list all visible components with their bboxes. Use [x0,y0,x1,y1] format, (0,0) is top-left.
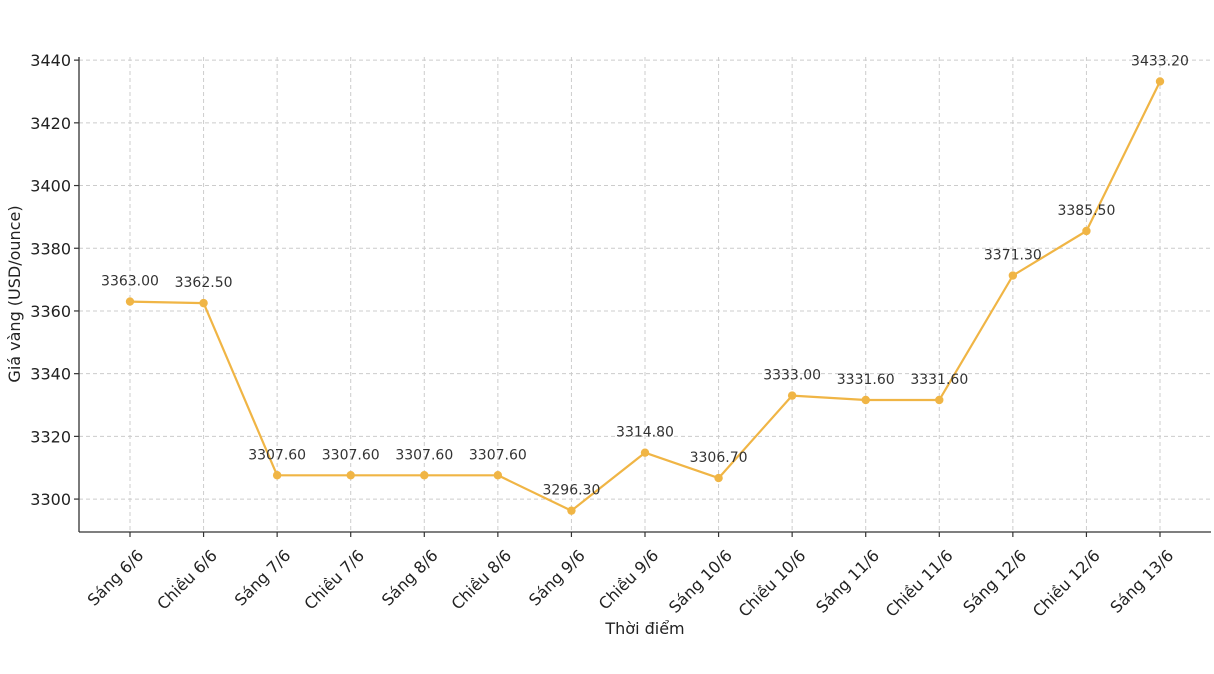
data-point [1155,77,1165,86]
data-point [1082,226,1091,236]
data-label: 3307.60 [248,447,306,463]
x-tick-label: Chiều 6/6 [153,546,221,614]
x-tick-label: Sáng 9/6 [525,546,589,610]
x-axis-title: Thời điểm [604,619,684,638]
y-tick-label: 3440 [30,51,71,70]
data-label: 3331.60 [837,372,895,388]
data-label: 3307.60 [469,447,527,463]
data-point [125,297,135,306]
data-label: 3363.00 [101,274,159,290]
x-tick-label: Chiều 9/6 [595,546,663,614]
x-tick-label: Chiều 12/6 [1029,546,1104,621]
y-tick-label: 3300 [30,490,71,509]
y-axis-title: Giá vàng (USD/ounce) [5,205,24,382]
x-tick-label: Sáng 7/6 [231,546,295,610]
data-point [714,473,723,483]
x-tick-label: Chiều 8/6 [448,546,516,614]
data-point [493,471,503,480]
data-point [272,471,282,480]
x-tick-label: Chiều 11/6 [882,546,957,621]
data-labels: 3363.00 3362.50 3307.60 3307.60 3307.60 3307.… [101,53,1189,498]
data-point [420,471,429,480]
data-point [935,395,944,405]
x-tick-label: Sáng 10/6 [665,546,736,617]
data-label: 3371.30 [984,248,1042,264]
y-tick-label: 3340 [30,365,71,384]
data-point [346,471,355,480]
x-tick-label: Sáng 8/6 [378,546,442,610]
y-ticks: 3300 3320 3340 3360 3380 3400 3420 3440 [30,51,79,509]
series [125,77,1165,515]
x-tick-label: Sáng 6/6 [84,546,148,610]
data-label: 3385.50 [1057,203,1115,219]
x-ticks: Sáng 6/6 Chiều 6/6 Sáng 7/6 Chiều 7/6 Sáng 8… [84,532,1177,621]
data-label: 3307.60 [322,447,380,463]
data-label: 3331.60 [910,372,968,388]
y-tick-label: 3320 [30,427,71,446]
y-tick-label: 3400 [30,177,71,196]
y-tick-label: 3380 [30,239,71,258]
data-label: 3307.60 [395,447,453,463]
data-label: 3362.50 [175,275,233,291]
data-point [1008,271,1018,280]
x-tick-label: Sáng 12/6 [959,546,1030,617]
data-point [199,298,208,308]
data-point [567,506,576,515]
data-label: 3306.70 [690,450,748,466]
x-tick-label: Sáng 13/6 [1106,546,1177,617]
data-point [640,448,650,457]
data-label: 3433.20 [1131,53,1189,69]
x-tick-label: Sáng 11/6 [812,546,883,617]
data-label: 3333.00 [763,368,821,384]
data-label: 3314.80 [616,425,674,441]
data-label: 3296.30 [542,483,600,499]
y-tick-label: 3360 [30,302,71,321]
x-tick-label: Chiều 7/6 [300,546,368,614]
x-tick-label: Chiều 10/6 [735,546,810,621]
data-point [787,391,797,400]
data-point [861,395,870,405]
y-tick-label: 3420 [30,114,71,133]
